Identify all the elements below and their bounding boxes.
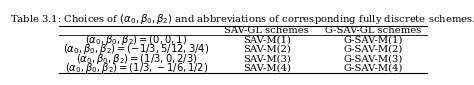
Text: $(\alpha_0, \beta_0, \beta_2) = (0, 0, 1)$: $(\alpha_0, \beta_0, \beta_2) = (0, 0, 1… [85,33,188,47]
Text: Table 3.1: Choices of $(\alpha_0, \beta_0, \beta_2)$ and abbreviations of corres: Table 3.1: Choices of $(\alpha_0, \beta_… [10,12,474,26]
Text: $(\alpha_0, \beta_0, \beta_2) = (1/3, -1/6, 1/2)$: $(\alpha_0, \beta_0, \beta_2) = (1/3, -1… [65,61,208,75]
Text: G-SAV-GL schemes: G-SAV-GL schemes [325,26,421,35]
Text: SAV-M(2): SAV-M(2) [243,45,291,54]
Text: $(\alpha_0, \beta_0, \beta_2) = (1/3, 0, 2/3)$: $(\alpha_0, \beta_0, \beta_2) = (1/3, 0,… [75,52,197,66]
Text: G-SAV-M(2): G-SAV-M(2) [344,45,403,54]
Text: SAV-M(1): SAV-M(1) [243,36,291,45]
Text: SAV-GL schemes: SAV-GL schemes [224,26,309,35]
Text: SAV-M(3): SAV-M(3) [243,54,291,63]
Text: G-SAV-M(3): G-SAV-M(3) [344,54,403,63]
Text: SAV-M(4): SAV-M(4) [243,64,291,73]
Text: $(\alpha_0, \beta_0, \beta_2) = (-1/3, 5/12, 3/4)$: $(\alpha_0, \beta_0, \beta_2) = (-1/3, 5… [64,42,210,56]
Text: G-SAV-M(4): G-SAV-M(4) [344,64,403,73]
Text: G-SAV-M(1): G-SAV-M(1) [344,36,403,45]
